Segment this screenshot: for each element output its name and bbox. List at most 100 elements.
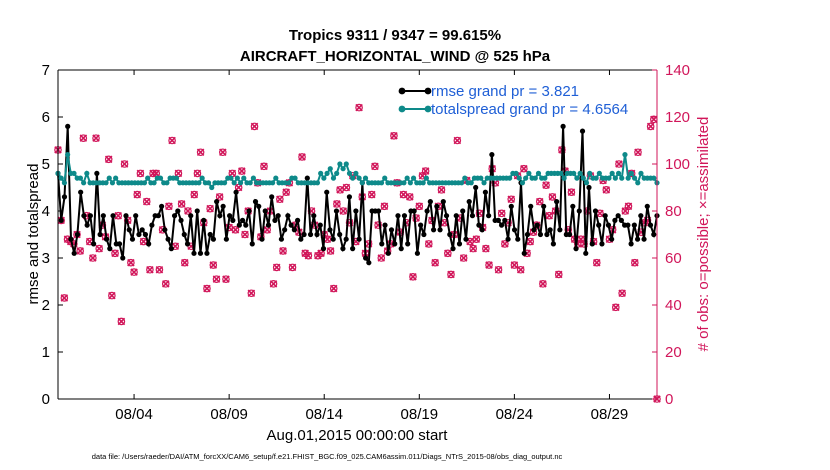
rmse-point	[301, 231, 307, 238]
obs-possible-marker	[624, 202, 633, 211]
obs-assimilated-marker	[548, 193, 557, 201]
obs-possible-marker	[494, 265, 503, 274]
totalspread-point	[103, 180, 109, 186]
obs-assimilated-marker	[92, 134, 100, 142]
rmse-point	[116, 241, 123, 247]
rmse-point	[350, 246, 356, 252]
rmse-point	[285, 213, 291, 219]
rmse-point	[547, 227, 553, 233]
totalspread-point	[196, 180, 202, 186]
rmse-point	[168, 246, 174, 252]
totalspread-point	[481, 180, 487, 186]
obs-assimilated-marker	[469, 244, 477, 253]
rmse-point	[566, 231, 573, 238]
obs-assimilated-stroke	[108, 291, 116, 300]
totalspread-point	[404, 175, 410, 181]
totalspread-point	[221, 180, 228, 186]
obs-assimilated-stroke	[161, 280, 170, 288]
rmse-point	[139, 227, 145, 233]
rmse-point	[498, 222, 505, 228]
rmse-point	[126, 227, 132, 233]
rmse-point	[524, 231, 531, 238]
y-right-tick-label: 80	[665, 203, 682, 220]
obs-assimilated-stroke	[165, 202, 173, 211]
rmse-point	[447, 231, 453, 238]
obs-assimilated-stroke	[247, 289, 256, 298]
totalspread-point	[234, 175, 240, 181]
obs-assimilated-marker	[142, 197, 151, 206]
totalspread-point	[350, 175, 356, 181]
obs-assimilated-stroke	[409, 273, 417, 281]
rmse-point	[508, 203, 514, 209]
rmse-point	[486, 213, 492, 219]
rmse-point	[288, 222, 294, 228]
obs-assimilated-stroke	[510, 261, 519, 269]
obs-possible-marker	[339, 207, 348, 215]
obs-assimilated-stroke	[111, 249, 119, 258]
rmse-point	[375, 208, 382, 214]
obs-possible-marker	[431, 258, 439, 267]
totalspread-point	[77, 175, 84, 181]
obs-assimilated-marker	[272, 263, 281, 272]
legend-spread-marker-right	[424, 105, 432, 113]
obs-assimilated-marker	[161, 280, 170, 288]
y-axis-label-right: # of obs: o=possible; ×=assimilated	[695, 117, 712, 352]
totalspread-point	[542, 175, 548, 181]
obs-assimilated-marker	[184, 207, 192, 215]
rmse-point	[178, 217, 184, 223]
totalspread-point	[423, 175, 429, 181]
rmse-point	[641, 236, 647, 242]
rmse-point	[385, 250, 391, 256]
totalspread-point	[593, 175, 599, 181]
obs-assimilated-marker	[177, 200, 186, 208]
totalspread-point	[420, 180, 426, 186]
obs-possible-marker	[190, 190, 199, 199]
rmse-point	[291, 227, 297, 233]
totalspread-point	[523, 175, 529, 181]
obs-possible-marker	[421, 167, 430, 175]
rmse-point	[84, 222, 90, 228]
obs-possible-marker	[209, 261, 218, 269]
totalspread-point	[535, 170, 542, 176]
y-right-tick-label: 20	[665, 344, 682, 361]
obs-possible-marker	[161, 280, 170, 288]
rmse-point	[609, 236, 615, 242]
totalspread-point	[330, 175, 337, 181]
obs-assimilated-marker	[612, 303, 620, 312]
obs-possible-marker	[329, 284, 338, 293]
obs-possible-marker	[412, 214, 420, 222]
obs-possible-marker	[76, 247, 84, 255]
obs-assimilated-stroke	[85, 237, 94, 246]
rmse-point	[450, 246, 456, 252]
rmse-point	[142, 231, 149, 238]
obs-assimilated-marker	[111, 249, 119, 258]
rmse-point	[210, 236, 217, 242]
obs-assimilated-stroke	[339, 207, 348, 215]
obs-assimilated-marker	[304, 251, 313, 260]
rmse-point	[596, 222, 602, 228]
obs-assimilated-marker	[329, 284, 338, 293]
totalspread-point	[609, 170, 615, 176]
rmse-point	[78, 189, 84, 195]
obs-possible-marker	[415, 202, 424, 211]
obs-assimilated-marker	[554, 270, 563, 279]
rmse-point	[304, 175, 310, 181]
rmse-point	[411, 208, 417, 214]
obs-assimilated-stroke	[304, 251, 313, 260]
obs-assimilated-marker	[326, 247, 335, 255]
totalspread-point	[164, 180, 170, 186]
totalspread-point	[378, 180, 385, 186]
rmse-point	[583, 250, 589, 256]
chart-title-line2: AIRCRAFT_HORIZONTAL_WIND @ 525 hPa	[240, 48, 551, 65]
rmse-point	[579, 128, 586, 134]
obs-assimilated-marker	[377, 254, 386, 262]
obs-assimilated-stroke	[482, 244, 490, 253]
totalspread-point	[462, 175, 468, 181]
totalspread-point	[173, 175, 180, 181]
obs-possible-marker	[482, 244, 490, 253]
obs-assimilated-stroke	[624, 202, 633, 211]
obs-possible-marker	[136, 169, 145, 178]
rmse-point	[463, 236, 469, 242]
x-tick-label: 08/19	[401, 406, 439, 423]
